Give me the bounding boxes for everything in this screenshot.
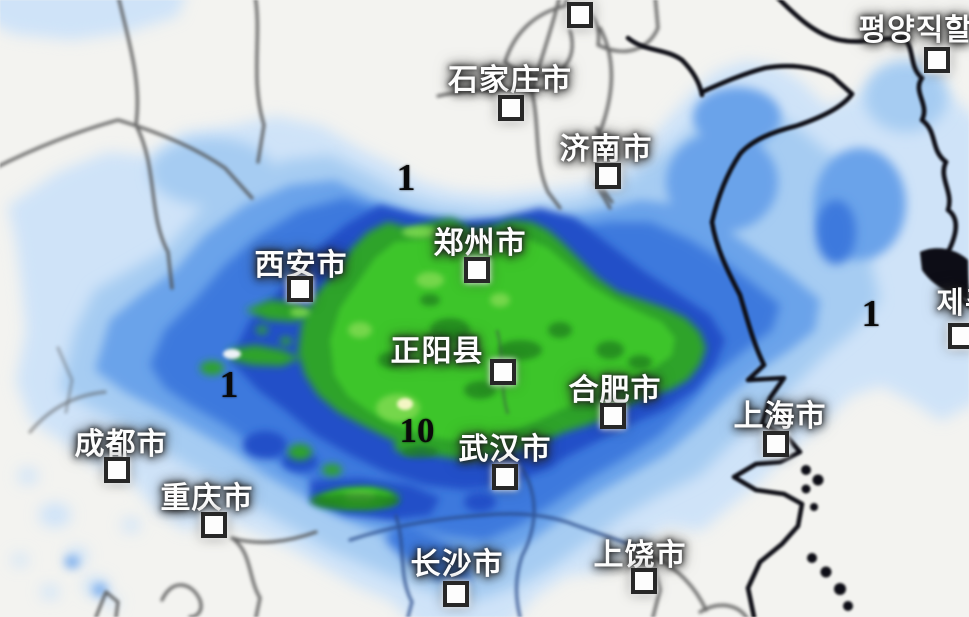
city-marker-shijiazhuang: [498, 95, 524, 121]
city-marker-zhengzhou: [464, 257, 490, 283]
city-label-chongqing: 重庆市: [160, 482, 254, 515]
city-marker-shangrao: [631, 568, 657, 594]
city-label-changsha: 长沙市: [410, 548, 504, 581]
city-marker-zhengyang: [490, 359, 516, 385]
contour-label: 1: [861, 293, 881, 335]
rain-layer-green-dark: [310, 294, 652, 509]
city-marker-jinan: [595, 163, 621, 189]
city-label-pyongyang: 평양직할시: [858, 14, 969, 47]
city-label-zhengzhou: 郑州市: [433, 227, 527, 260]
city-label-shanghai: 上海市: [733, 400, 827, 433]
city-label-chengdu: 成都市: [74, 428, 168, 461]
city-marker-hefei: [600, 403, 626, 429]
contour-label: 1: [219, 364, 239, 406]
city-marker-changsha: [443, 581, 469, 607]
contour-label: 1: [396, 157, 416, 199]
province-boundaries-submerged: [348, 466, 642, 617]
province-boundaries: [0, 0, 748, 617]
city-marker-beijing: [567, 2, 593, 28]
city-marker-pyongyang: [924, 47, 950, 73]
city-marker-jeju: [948, 323, 969, 349]
city-marker-chengdu: [104, 457, 130, 483]
city-label-zhengyang: 正阳县: [390, 335, 484, 368]
city-marker-wuhan: [492, 464, 518, 490]
city-marker-shanghai: [763, 431, 789, 457]
city-marker-chongqing: [201, 512, 227, 538]
city-marker-xian: [287, 276, 313, 302]
city-label-jinan: 济南市: [559, 133, 653, 166]
city-label-hefei: 合肥市: [568, 374, 662, 407]
rain-peak-spots: [223, 349, 413, 410]
islands: [801, 248, 969, 611]
city-label-wuhan: 武汉市: [458, 433, 552, 466]
city-label-jeju: 제주: [936, 287, 969, 320]
contour-label: 10: [399, 411, 435, 450]
city-label-shijiazhuang: 石家庄市: [448, 64, 572, 97]
city-label-shangrao: 上饶市: [593, 539, 687, 572]
